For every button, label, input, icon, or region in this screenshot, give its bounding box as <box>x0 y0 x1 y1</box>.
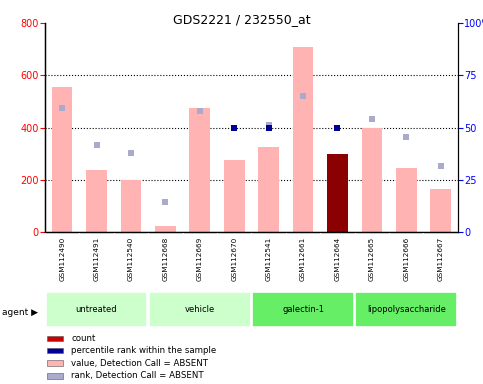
FancyBboxPatch shape <box>149 292 251 327</box>
Bar <box>258 147 279 232</box>
Text: percentile rank within the sample: percentile rank within the sample <box>71 346 216 355</box>
Bar <box>121 180 141 232</box>
Text: GSM112490: GSM112490 <box>59 237 65 281</box>
Text: count: count <box>71 334 96 343</box>
Text: GSM112540: GSM112540 <box>128 237 134 281</box>
FancyBboxPatch shape <box>355 292 457 327</box>
Text: GSM112669: GSM112669 <box>197 237 203 281</box>
Bar <box>293 46 313 232</box>
Text: rank, Detection Call = ABSENT: rank, Detection Call = ABSENT <box>71 371 204 381</box>
Text: GSM112664: GSM112664 <box>334 237 341 281</box>
Bar <box>361 127 382 232</box>
FancyBboxPatch shape <box>45 292 147 327</box>
Bar <box>47 360 63 366</box>
Text: GSM112667: GSM112667 <box>438 237 444 281</box>
Bar <box>47 336 63 341</box>
Text: GSM112668: GSM112668 <box>162 237 169 281</box>
Text: galectin-1: galectin-1 <box>282 305 324 314</box>
Bar <box>86 170 107 232</box>
Text: GSM112666: GSM112666 <box>403 237 409 281</box>
Text: agent ▶: agent ▶ <box>2 308 39 318</box>
Text: lipopolysaccharide: lipopolysaccharide <box>367 305 446 314</box>
Text: vehicle: vehicle <box>185 305 215 314</box>
Text: GDS2221 / 232550_at: GDS2221 / 232550_at <box>173 13 310 26</box>
Bar <box>189 108 210 232</box>
Text: GSM112491: GSM112491 <box>94 237 99 281</box>
Bar <box>47 373 63 379</box>
Text: GSM112670: GSM112670 <box>231 237 237 281</box>
Bar <box>430 189 451 232</box>
Text: untreated: untreated <box>76 305 117 314</box>
Bar <box>155 226 176 232</box>
Text: GSM112541: GSM112541 <box>266 237 271 281</box>
FancyBboxPatch shape <box>252 292 354 327</box>
Text: value, Detection Call = ABSENT: value, Detection Call = ABSENT <box>71 359 208 367</box>
Text: GSM112661: GSM112661 <box>300 237 306 281</box>
Bar <box>327 154 348 232</box>
Bar <box>396 168 416 232</box>
Bar <box>52 87 72 232</box>
Text: GSM112665: GSM112665 <box>369 237 375 281</box>
Bar <box>47 348 63 353</box>
Bar <box>224 161 244 232</box>
